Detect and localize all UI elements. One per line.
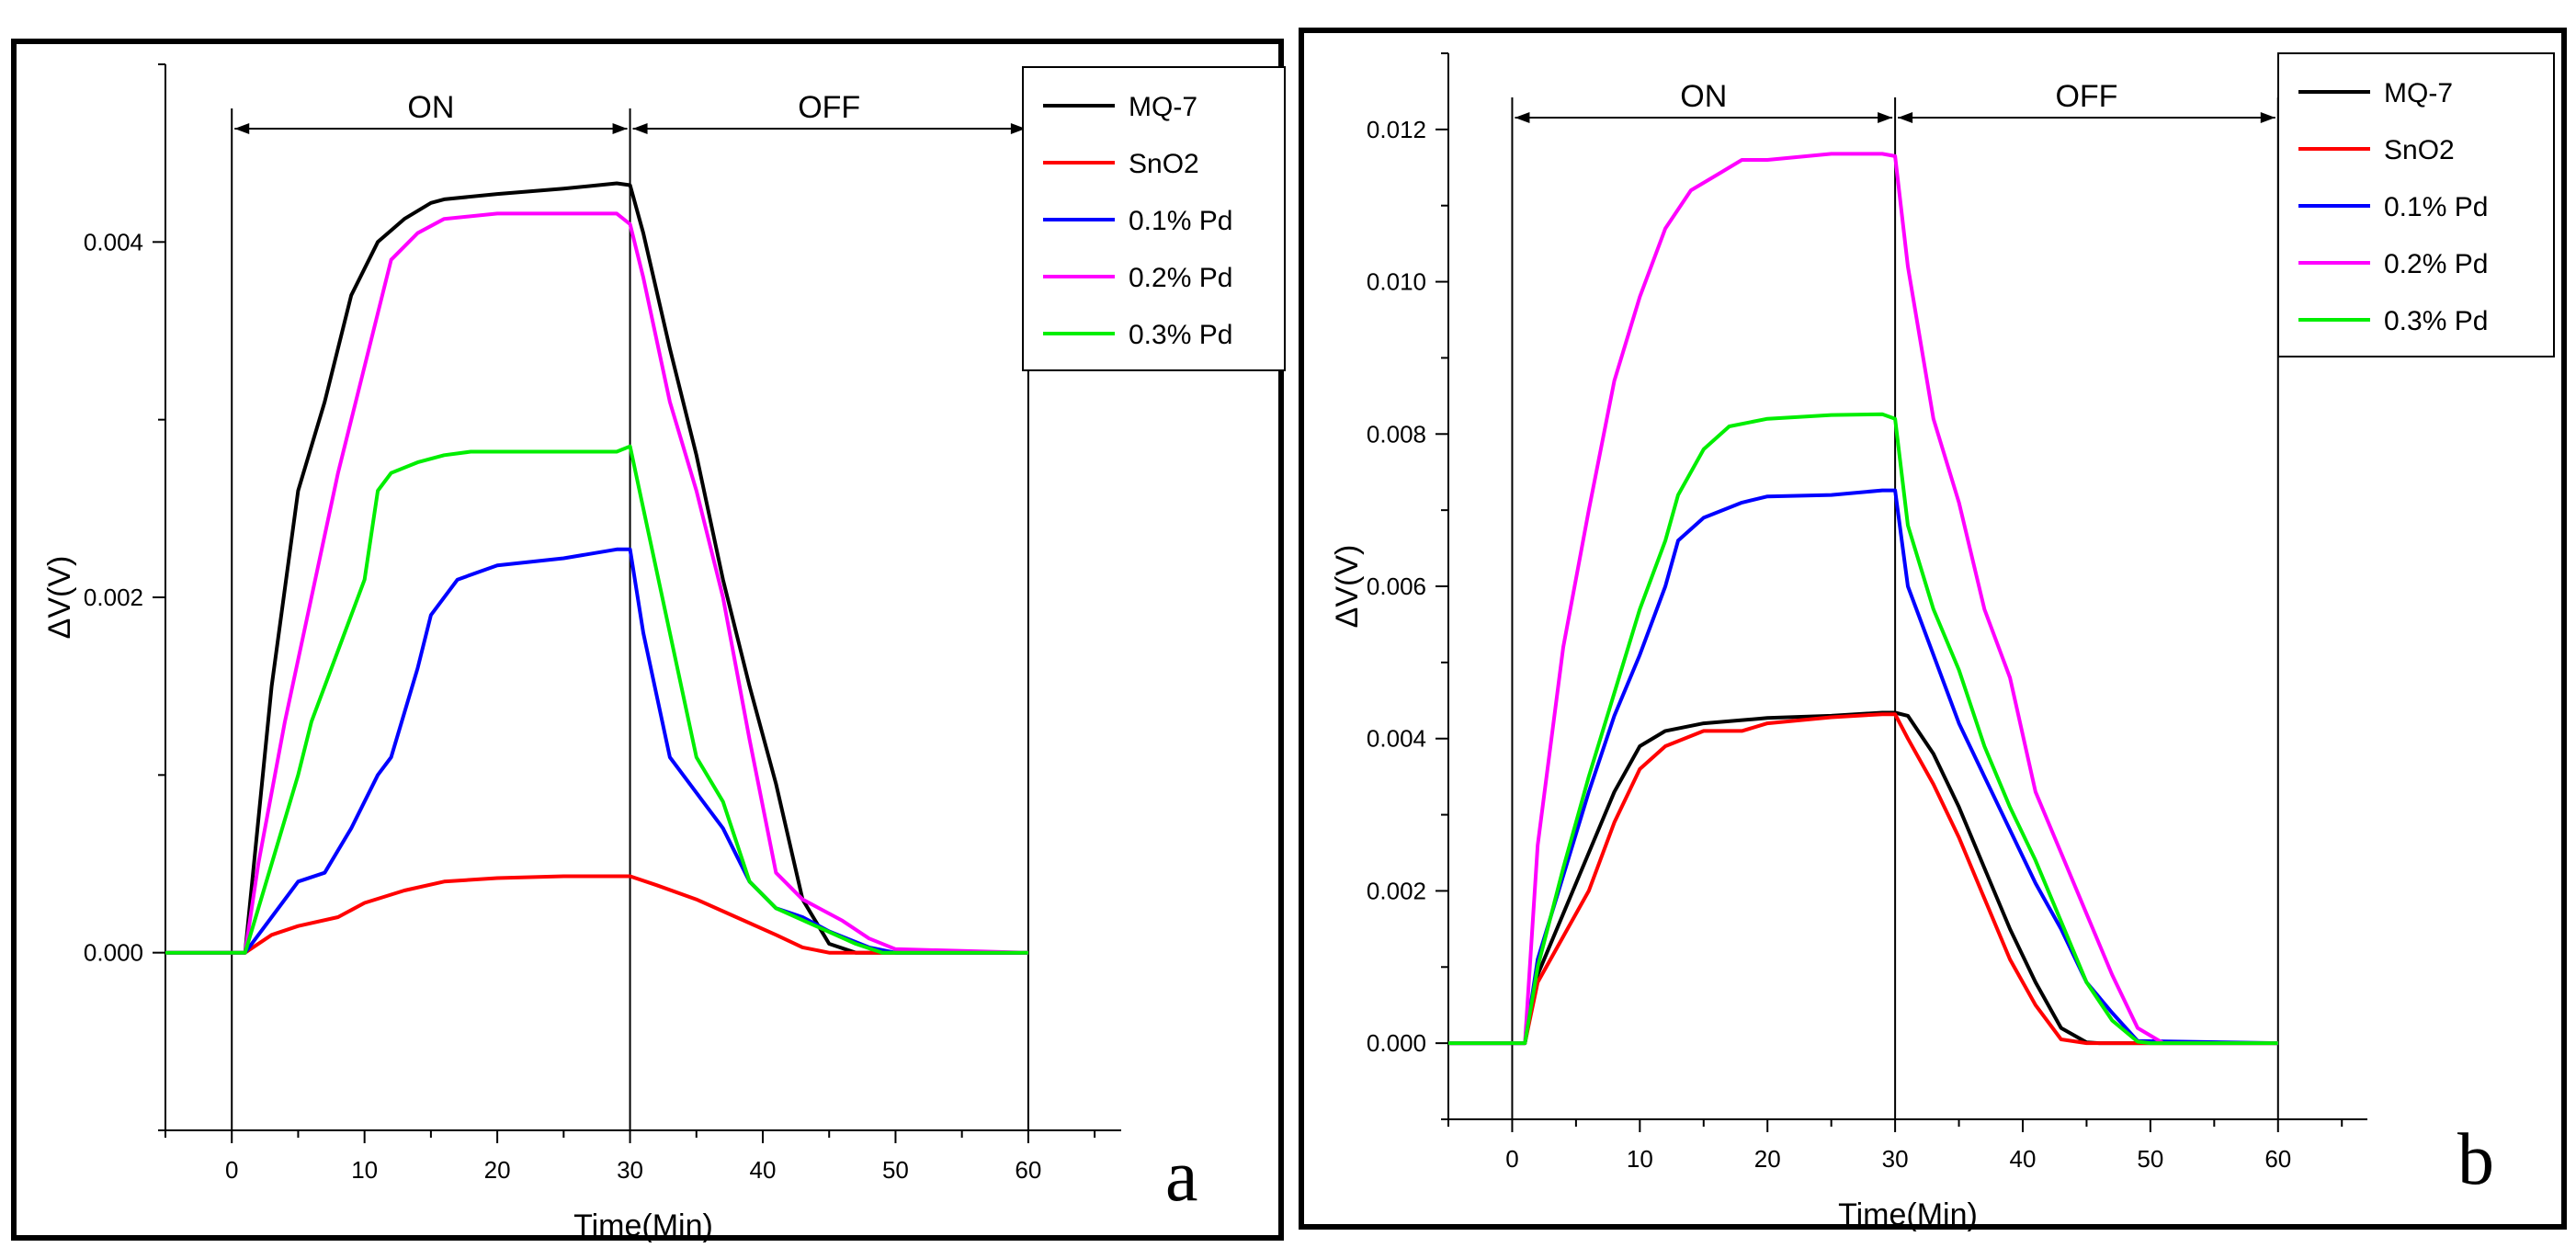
chart-panel-a: 0 10 20 30 40 50 60 0.000 0.002 0.004 Time(Min) ΔV(… bbox=[11, 39, 1286, 1243]
series-line-0-3-pd bbox=[1448, 412, 2278, 1046]
chart-b-svg: 0 10 20 30 40 50 60 0.000 0.002 0.004 0.006 0.008 0.… bbox=[1330, 52, 2555, 1232]
legend-label: 0.1% Pd bbox=[2384, 192, 2488, 222]
region-label-on: ON bbox=[1680, 79, 1727, 114]
y-tick-label: 0.000 bbox=[84, 939, 143, 967]
y-tick-label: 0.002 bbox=[84, 584, 143, 611]
series-line-0-3-pd bbox=[165, 444, 1028, 955]
chart-a-svg: 0 10 20 30 40 50 60 0.000 0.002 0.004 Time(Min) ΔV(… bbox=[42, 63, 1286, 1243]
chart-panel-b: 0 10 20 30 40 50 60 0.000 0.002 0.004 0.006 0.008 0.… bbox=[1299, 28, 2567, 1232]
x-tick-label: 20 bbox=[484, 1156, 511, 1184]
series-line-0-1-pd bbox=[1448, 488, 2278, 1046]
legend-label: 0.2% Pd bbox=[2384, 249, 2488, 279]
legend-label: 0.1% Pd bbox=[1129, 206, 1232, 236]
y-tick-label: 0.002 bbox=[1367, 877, 1426, 904]
region-label-on: ON bbox=[407, 90, 454, 125]
series-line-mq-7 bbox=[1448, 710, 2278, 1046]
region-label-off: OFF bbox=[798, 90, 860, 125]
series-line-sno2 bbox=[1448, 712, 2278, 1046]
x-tick-label: 0 bbox=[225, 1156, 238, 1184]
y-axis-label: ΔV(V) bbox=[42, 556, 77, 640]
region-label-off: OFF bbox=[2055, 79, 2117, 114]
y-tick-label: 0.004 bbox=[1367, 725, 1426, 753]
y-tick-label: 0.000 bbox=[1367, 1029, 1426, 1057]
x-tick-label: 20 bbox=[1754, 1145, 1781, 1173]
legend-label: MQ-7 bbox=[1129, 92, 1197, 122]
x-tick-label: 10 bbox=[351, 1156, 378, 1184]
legend-label: SnO2 bbox=[2384, 135, 2455, 165]
x-tick-label: 60 bbox=[1015, 1156, 1041, 1184]
series-line-0-1-pd bbox=[165, 547, 1028, 955]
y-axis-label: ΔV(V) bbox=[1330, 545, 1365, 629]
region-arrow-head-right bbox=[1878, 112, 1893, 123]
region-arrow-head-left bbox=[234, 123, 250, 134]
y-tick-label: 0.006 bbox=[1367, 573, 1426, 600]
legend-label: 0.3% Pd bbox=[1129, 320, 1232, 350]
x-axis-label: Time(Min) bbox=[1838, 1197, 1978, 1232]
x-tick-label: 40 bbox=[750, 1156, 777, 1184]
y-tick-label: 0.010 bbox=[1367, 268, 1426, 296]
series-line-sno2 bbox=[165, 874, 1028, 955]
region-arrow-head-left bbox=[632, 123, 648, 134]
x-tick-label: 50 bbox=[2137, 1145, 2163, 1173]
x-tick-label: 30 bbox=[617, 1156, 643, 1184]
y-tick-label: 0.004 bbox=[84, 228, 143, 255]
series-line-0-2-pd bbox=[165, 211, 1028, 955]
region-arrow-head-left bbox=[1515, 112, 1530, 123]
region-arrow-head-left bbox=[1898, 112, 1913, 123]
y-tick-label: 0.008 bbox=[1367, 420, 1426, 448]
legend-label: MQ-7 bbox=[2384, 78, 2453, 108]
region-arrow-head-right bbox=[612, 123, 628, 134]
x-tick-label: 60 bbox=[2264, 1145, 2291, 1173]
x-tick-label: 40 bbox=[2010, 1145, 2037, 1173]
x-tick-label: 0 bbox=[1505, 1145, 1518, 1173]
x-tick-label: 30 bbox=[1882, 1145, 1909, 1173]
region-arrow-head-right bbox=[1010, 123, 1026, 134]
legend-label: 0.3% Pd bbox=[2384, 306, 2488, 336]
y-tick-label: 0.012 bbox=[1367, 116, 1426, 143]
series-line-0-2-pd bbox=[1448, 152, 2278, 1046]
x-axis-label: Time(Min) bbox=[573, 1208, 713, 1243]
legend-label: 0.2% Pd bbox=[1129, 263, 1232, 293]
region-arrow-head-right bbox=[2260, 112, 2275, 123]
panel-letter: a bbox=[1165, 1136, 1198, 1217]
x-tick-label: 10 bbox=[1627, 1145, 1653, 1173]
x-tick-label: 50 bbox=[882, 1156, 909, 1184]
series-line-mq-7 bbox=[165, 181, 1028, 955]
legend-label: SnO2 bbox=[1129, 149, 1199, 179]
panel-letter: b bbox=[2457, 1119, 2494, 1200]
